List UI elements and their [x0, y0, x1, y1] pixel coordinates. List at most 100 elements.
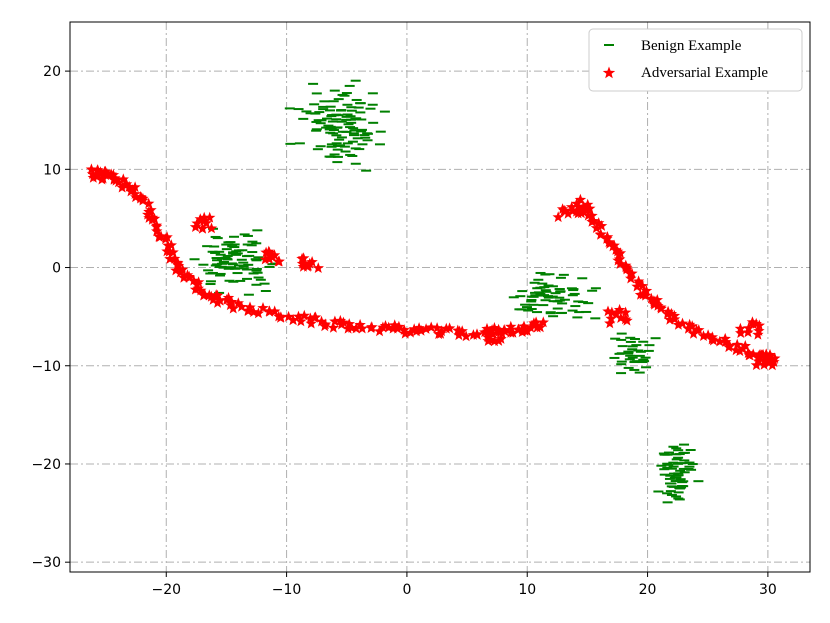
adversarial-point	[682, 322, 695, 334]
adversarial-point	[668, 313, 681, 325]
adversarial-point	[319, 318, 332, 330]
adversarial-point	[181, 269, 194, 281]
adversarial-point	[257, 302, 269, 313]
adversarial-point	[594, 229, 607, 240]
adversarial-point	[126, 184, 138, 195]
adversarial-point	[227, 302, 239, 314]
adversarial-point	[107, 169, 120, 180]
adversarial-point	[761, 354, 774, 366]
adversarial-point	[687, 327, 700, 339]
legend-benign-label: Benign Example	[641, 38, 742, 54]
adversarial-point	[312, 262, 324, 273]
adversarial-point	[495, 333, 507, 344]
adversarial-point	[377, 321, 389, 333]
adversarial-point	[379, 320, 392, 331]
adversarial-points	[85, 163, 781, 371]
adversarial-point	[165, 239, 177, 251]
adversarial-point	[287, 314, 299, 325]
adversarial-point	[167, 246, 179, 258]
adversarial-point	[200, 217, 213, 228]
adversarial-point	[498, 324, 510, 335]
adversarial-point	[737, 342, 749, 354]
adversarial-point	[164, 253, 176, 264]
adversarial-point	[572, 201, 585, 212]
adversarial-point	[192, 276, 205, 288]
adversarial-point	[161, 231, 173, 243]
adversarial-point	[614, 247, 627, 259]
adversarial-point	[342, 322, 354, 334]
adversarial-point	[507, 326, 519, 338]
adversarial-point	[697, 330, 710, 341]
adversarial-point	[582, 198, 594, 210]
adversarial-point	[552, 211, 564, 223]
adversarial-point	[482, 331, 494, 343]
adversarial-point	[176, 263, 189, 275]
adversarial-point	[168, 252, 181, 264]
adversarial-point	[117, 173, 129, 185]
legend-box	[588, 28, 803, 92]
adversarial-point	[198, 211, 210, 223]
adversarial-point	[758, 358, 770, 370]
adversarial-point	[587, 215, 600, 226]
adversarial-point	[214, 294, 226, 306]
adversarial-point	[391, 322, 404, 334]
adversarial-point	[702, 329, 714, 341]
y-tick-label: 10	[43, 162, 61, 178]
adversarial-point	[327, 321, 340, 333]
adversarial-point	[354, 318, 366, 330]
adversarial-point	[306, 256, 318, 267]
adversarial-point	[662, 305, 674, 317]
adversarial-point	[92, 164, 104, 175]
adversarial-point	[435, 325, 448, 337]
adversarial-point	[264, 305, 276, 317]
adversarial-point	[282, 310, 295, 322]
adversarial-point	[633, 277, 645, 289]
adversarial-point	[611, 245, 624, 257]
adversarial-point	[204, 211, 216, 223]
adversarial-point	[408, 323, 420, 335]
adversarial-point	[505, 320, 517, 332]
adversarial-point	[159, 233, 172, 244]
adversarial-point	[750, 359, 763, 371]
y-tick-label: −20	[31, 457, 61, 473]
adversarial-point	[143, 197, 155, 209]
adversarial-point	[605, 312, 617, 324]
adversarial-point	[768, 356, 780, 367]
adversarial-point	[150, 219, 163, 231]
adversarial-point	[99, 165, 112, 177]
adversarial-point	[516, 323, 528, 335]
adversarial-point	[519, 324, 531, 336]
adversarial-point	[562, 207, 574, 219]
adversarial-point	[707, 334, 720, 346]
x-tick-label: 10	[518, 582, 536, 598]
adversarial-point	[565, 201, 578, 212]
adversarial-point	[210, 289, 222, 300]
adversarial-point	[735, 327, 747, 338]
adversarial-point	[601, 231, 614, 243]
legend-adversarial-label: Adversarial Example	[641, 65, 768, 81]
adversarial-point	[244, 301, 256, 313]
adversarial-point	[232, 297, 244, 309]
adversarial-point	[742, 326, 754, 338]
adversarial-point	[296, 252, 308, 264]
adversarial-point	[734, 345, 746, 357]
x-tick-label: −10	[272, 582, 302, 598]
adversarial-point	[221, 294, 233, 305]
adversarial-point	[614, 258, 626, 269]
adversarial-point	[487, 328, 499, 340]
adversarial-point	[337, 316, 350, 328]
x-tick-label: 0	[402, 582, 411, 598]
adversarial-point	[137, 194, 149, 206]
adversarial-point	[315, 315, 328, 327]
adversarial-point	[146, 213, 159, 225]
adversarial-point	[723, 339, 736, 351]
plot-frame	[69, 21, 811, 573]
adversarial-point	[471, 329, 483, 340]
adversarial-point	[86, 168, 99, 179]
adversarial-point	[655, 301, 667, 313]
adversarial-point	[613, 248, 625, 260]
adversarial-point	[365, 322, 377, 333]
adversarial-point	[456, 325, 468, 336]
adversarial-point	[109, 172, 121, 184]
y-tick-label: −30	[31, 555, 61, 571]
